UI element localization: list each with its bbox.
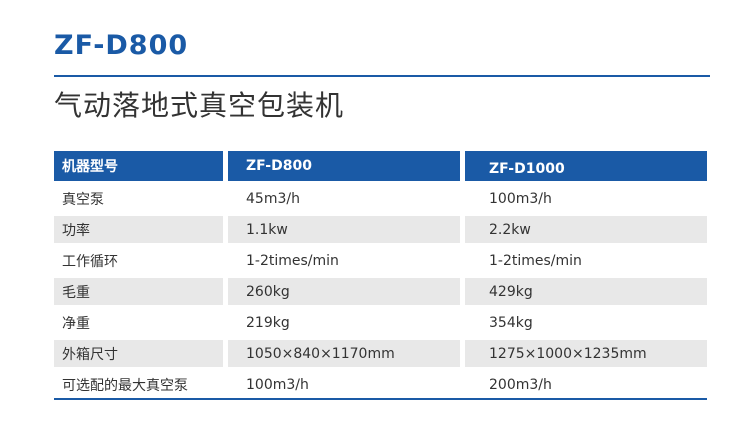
product-name: 气动落地式真空包装机 [54,89,345,122]
row-value-d1000: 1-2times/min [465,247,707,274]
row-value-d800: 219kg [228,309,460,336]
header-cell-model: 机器型号 [54,151,223,181]
row-label: 工作循环 [54,247,223,274]
table-row: 真空泵 45m3/h 100m3/h [54,183,707,214]
table-row: 工作循环 1-2times/min 1-2times/min [54,245,707,276]
row-label: 功率 [54,216,223,243]
row-value-d800: 45m3/h [228,185,460,212]
row-value-d800: 1050×840×1170mm [228,340,460,367]
row-value-d800: 1.1kw [228,216,460,243]
header-cell-zf-d1000: ZF-D1000 [465,151,707,181]
title-divider [54,75,710,77]
table-row: 功率 1.1kw 2.2kw [54,214,707,245]
row-value-d800: 1-2times/min [228,247,460,274]
row-label: 可选配的最大真空泵 [54,371,223,398]
header-cell-zf-d800: ZF-D800 [228,151,460,181]
table-header-row: 机器型号 ZF-D800 ZF-D1000 [54,151,707,183]
row-value-d1000: 429kg [465,278,707,305]
table-row: 净重 219kg 354kg [54,307,707,338]
table-row: 外箱尺寸 1050×840×1170mm 1275×1000×1235mm [54,338,707,369]
row-value-d1000: 100m3/h [465,185,707,212]
table-row: 毛重 260kg 429kg [54,276,707,307]
row-label: 净重 [54,309,223,336]
row-value-d1000: 354kg [465,309,707,336]
spec-table: 机器型号 ZF-D800 ZF-D1000 真空泵 45m3/h 100m3/h… [54,151,707,400]
row-value-d800: 100m3/h [228,371,460,398]
table-bottom-divider [54,398,707,400]
row-label: 真空泵 [54,185,223,212]
row-label: 毛重 [54,278,223,305]
row-value-d1000: 200m3/h [465,371,707,398]
row-value-d1000: 2.2kw [465,216,707,243]
row-label: 外箱尺寸 [54,340,223,367]
row-value-d1000: 1275×1000×1235mm [465,340,707,367]
row-value-d800: 260kg [228,278,460,305]
table-row: 可选配的最大真空泵 100m3/h 200m3/h [54,369,707,400]
model-title: ZF-D800 [54,30,189,61]
